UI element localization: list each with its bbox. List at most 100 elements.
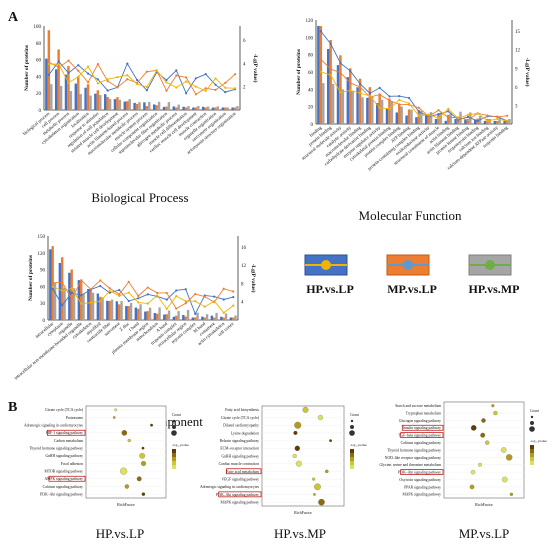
pathway-label: Adrenergic signaling in cardiomyocytes [200,485,260,489]
bar [87,289,90,320]
legend-color-step [172,449,176,453]
series-point [51,287,54,290]
pathway-bubble [505,454,513,461]
series-point [57,63,60,66]
bar [234,315,237,320]
series-point [398,103,401,106]
pathway-bubble [293,430,298,435]
pathway-label: Thyroid hormone signaling pathway [387,448,441,452]
series-line [320,71,508,122]
series-point [155,69,158,72]
pathway-bubble [136,476,142,482]
y2-tick-label: 6 [243,39,246,44]
legend-color-step [172,453,176,457]
bar [508,118,511,124]
pathway-bubble [318,498,325,506]
bar [158,307,161,320]
bar [182,315,185,320]
series-point [388,107,391,110]
series-point [136,78,139,82]
highlight-box [401,424,444,431]
pathway-label: Citrate cycle (TCA cycle) [45,408,84,412]
series-point [165,291,168,295]
pathway-bubble [493,410,498,416]
bar [50,84,53,110]
bar [231,107,234,110]
bubble-chart-mp-lp: Starch and sucrose metabolism Tryptophan … [379,401,547,507]
pathway-label: GnRH signaling pathway [222,454,260,458]
series-point [127,291,130,294]
y-tick-label: 80 [36,42,42,47]
bar [317,25,320,124]
series-point [51,281,54,284]
series-point [457,117,460,120]
series-point [145,85,148,89]
y2-tick-label: 15 [515,30,521,35]
series-point [146,286,149,289]
series-point [146,302,149,305]
pathway-label: Starch and sucrose metabolism [395,404,441,408]
pathway-label: PPAR signaling pathway [404,485,441,489]
y2-tick-label: 16 [241,246,247,251]
series-point [213,299,216,303]
series-point [70,287,73,290]
y-tick-label: 60 [36,59,42,64]
bar [67,66,70,110]
legend-color-step [172,465,176,469]
legend-label-hp-mp: HP.vs.MP [468,282,520,296]
bar [427,115,430,124]
y-axis-label: Number of proteins [28,255,34,301]
bar [498,117,501,124]
bar [371,96,374,124]
bar [336,65,340,124]
series-point [232,290,235,293]
bar [420,110,423,124]
bar [49,249,52,320]
bar [79,94,82,110]
y-tick-label: 80 [308,54,314,59]
bar [505,120,509,124]
series-point [486,119,489,122]
series-point [185,92,188,95]
series-point [80,302,83,305]
series-point [87,81,90,84]
pathway-label: Tryptophan metabolism [406,411,441,415]
series-line [48,60,236,95]
pathway-bubble [120,467,128,475]
series-line [52,279,234,310]
series-point [165,89,168,92]
series-point [447,116,450,119]
legend-color-step [530,457,534,461]
series-point [339,62,342,65]
bubble-caption-hp-mp: HP.vs.MP [273,526,327,541]
series-point [136,82,139,86]
legend-count-dot [349,430,355,436]
pathway-label: Thyroid hormone signaling pathway [29,447,83,451]
legend-swatch-hp-mp [468,254,512,281]
bar [153,313,157,320]
bar [329,39,332,124]
series-point [70,297,73,301]
series-point [496,117,499,121]
series-point [222,287,225,290]
bar [229,317,233,320]
pathway-bubble [501,476,508,483]
series-point [224,81,227,84]
series-point [447,110,450,113]
bar [205,314,209,320]
bar [203,317,206,320]
bar [196,312,199,320]
series-point [496,115,499,119]
series-point [398,94,401,98]
y-tick-label: 30 [40,302,46,307]
legend-count-dot [529,426,535,432]
pathway-label: Relaxin signaling pathway [220,439,259,443]
series-point [466,113,469,116]
series-point [378,93,381,96]
bar [80,279,83,320]
y2-axis-label: -Lg(P value) [252,54,259,83]
legend-color-step [530,449,534,453]
y2-tick-label: 4 [241,301,244,306]
pathway-label: MAPK signaling pathway [402,493,441,497]
series-point [437,113,440,116]
